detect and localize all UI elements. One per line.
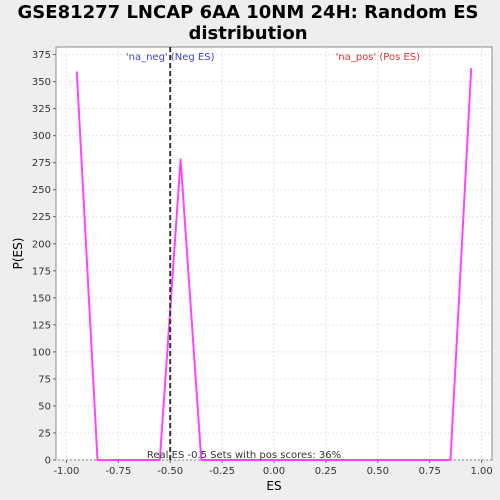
x-tick-label: -0.25 <box>209 466 235 477</box>
data-point <box>242 459 244 461</box>
data-point <box>117 459 120 461</box>
series-group <box>75 67 473 461</box>
y-axis-label: P(ES) <box>11 238 25 270</box>
x-tick-label: 0.75 <box>419 466 441 477</box>
y-tick-label: 375 <box>32 50 51 61</box>
data-point <box>179 158 182 161</box>
data-point <box>428 459 431 461</box>
y-tick-label: 225 <box>32 212 51 223</box>
y-tick-label: 200 <box>32 239 51 250</box>
y-tick-label: 350 <box>32 77 51 88</box>
series-line-0 <box>75 68 473 461</box>
y-tick-label: 250 <box>32 185 51 196</box>
y-tick-label: 25 <box>38 428 51 439</box>
y-tick-label: 300 <box>32 131 51 142</box>
data-point <box>262 459 265 461</box>
data-point <box>387 459 389 461</box>
chart-title-line-2: distribution <box>188 23 307 44</box>
data-point <box>470 67 473 70</box>
x-tick-label: 1.00 <box>470 466 492 477</box>
data-point <box>138 459 140 461</box>
data-point <box>200 459 203 461</box>
neg-es-label: 'na_neg' (Neg ES) <box>126 52 215 63</box>
y-tick-label: 100 <box>32 347 51 358</box>
data-point <box>366 459 369 461</box>
y-tick-label: 325 <box>32 104 51 115</box>
y-tick-label: 150 <box>32 293 51 304</box>
data-point <box>304 459 306 461</box>
y-axis: 0 25 50 75 100 125 150 175 200 225 250 275 300 325 350… <box>32 50 56 467</box>
x-tick-label: 0.25 <box>315 466 337 477</box>
y-tick-label: 75 <box>38 374 51 385</box>
data-point <box>159 459 161 461</box>
chart-title-line-1: GSE81277 LNCAP 6AA 10NM 24H: Random ES <box>18 2 479 23</box>
x-tick-label: 0.50 <box>367 466 389 477</box>
y-tick-label: 125 <box>32 320 51 331</box>
data-point <box>325 459 327 461</box>
x-axis: -1.00 -0.75 -0.50 -0.25 0.00 0.25 0.50 0.75 1.00 <box>53 460 493 477</box>
x-tick-label: -0.50 <box>157 466 183 477</box>
data-point <box>221 459 223 461</box>
data-point <box>96 459 99 461</box>
y-tick-label: 50 <box>38 401 51 412</box>
data-point <box>345 459 348 461</box>
y-tick-label: 0 <box>45 456 51 467</box>
data-point <box>408 459 410 461</box>
y-tick-label: 275 <box>32 158 51 169</box>
x-tick-label: 0.00 <box>263 466 285 477</box>
y-tick-label: 175 <box>32 266 51 277</box>
x-axis-label: ES <box>266 479 281 493</box>
x-tick-label: -0.75 <box>105 466 131 477</box>
pos-es-label: 'na_pos' (Pos ES) <box>336 52 421 63</box>
chart-title: GSE81277 LNCAP 6AA 10NM 24H: Random ES d… <box>18 2 479 44</box>
real-es-summary: Real ES -0.5 Sets with pos scores: 36% <box>147 450 341 461</box>
data-point <box>75 71 78 73</box>
data-point <box>283 459 286 461</box>
x-tick-label: -1.00 <box>53 466 79 477</box>
data-point <box>449 459 452 461</box>
